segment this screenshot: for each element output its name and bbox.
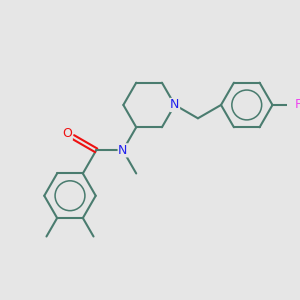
Text: N: N [170, 98, 179, 112]
Text: O: O [62, 127, 72, 140]
Text: N: N [118, 144, 128, 157]
Text: F: F [294, 98, 300, 112]
